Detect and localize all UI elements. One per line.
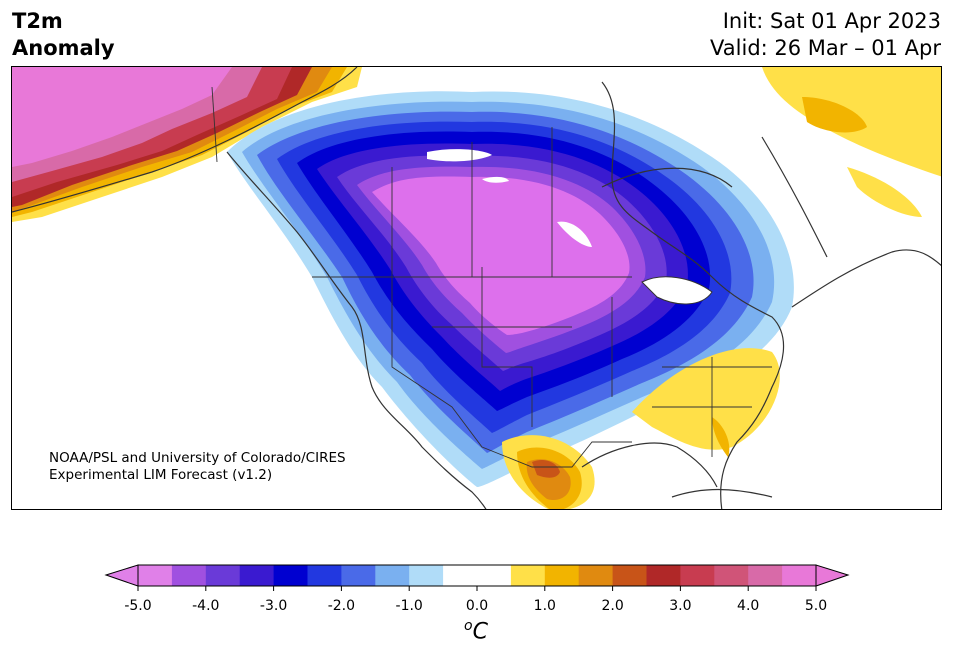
colorbar-tick-label: -1.0 [395,598,423,614]
title-variable: T2m [12,9,63,33]
colorbar-segment [409,565,444,586]
colorbar-min-extension [104,564,139,587]
greenland-warm-anomaly [762,67,941,217]
colorbar-segment [782,565,817,586]
colorbar-tick-label: 4.0 [737,598,760,614]
colorbar-segments [138,565,817,586]
colorbar-segment [138,565,173,586]
colorbar-tick-label: -5.0 [124,598,152,614]
colorbar-segment [510,565,546,586]
colorbar-tick-label: 3.0 [669,598,692,614]
lake-winnipeg [557,221,592,247]
great-slave-lake [482,176,509,183]
colorbar-segment [171,565,207,586]
valid-range: Valid: 26 Mar – 01 Apr [710,36,941,60]
colorbar-segment [375,565,410,586]
colorbar-segment [646,565,681,586]
colorbar-segment [714,565,749,586]
unit-degree: o [464,618,473,634]
coastlines [12,67,941,509]
colorbar-tick-label: -3.0 [259,598,288,614]
title-anomaly: Anomaly [12,36,115,60]
colorbar-ticks [137,586,817,591]
forecast-credit: NOAA/PSL and University of Colorado/CIRE… [49,450,346,484]
forecast-dates: Init: Sat 01 Apr 2023 Valid: 26 Mar – 01… [710,8,941,62]
colorbar-tick-label: 0.0 [465,598,489,614]
colorbar-tick-label: -2.0 [327,598,356,614]
colorbar-segment [443,565,478,586]
colorbar-max-extension [815,564,850,587]
colorbar-segment [612,565,647,586]
great-lakes [641,276,713,305]
colorbar-tick-label: -4.0 [192,598,220,614]
unit-symbol: C [472,619,488,645]
colorbar-segment [307,565,342,586]
colorbar-segment [578,565,614,586]
colorbar [104,564,850,591]
political-borders [211,86,772,468]
colorbar-segment [239,565,275,586]
colorbar-segment [273,565,308,586]
colorbar-segment [477,565,512,586]
colorbar-segment [544,565,580,586]
colorbar-segment [205,565,241,586]
southeast-warm-anomaly [632,348,780,457]
colorbar-tick-label: 5.0 [804,598,828,614]
colorbar-segment [341,565,376,586]
alaska-warm-anomaly [12,67,362,222]
mexico-warm-anomaly [502,435,595,509]
credit-line-1: NOAA/PSL and University of Colorado/CIRE… [49,450,346,466]
colorbar-tick-label: 2.0 [601,598,624,614]
init-date: Init: Sat 01 Apr 2023 [722,9,941,33]
credit-line-2: Experimental LIM Forecast (v1.2) [49,467,273,483]
colorbar-segment [748,565,783,586]
colorbar-unit: oC [464,618,488,644]
map-svg [12,67,941,509]
anomaly-map [11,66,942,510]
great-bear-lake [427,149,492,162]
colorbar-tick-label: 1.0 [533,598,556,614]
colorbar-segment [680,565,715,586]
map-title: T2m Anomaly [12,8,115,62]
